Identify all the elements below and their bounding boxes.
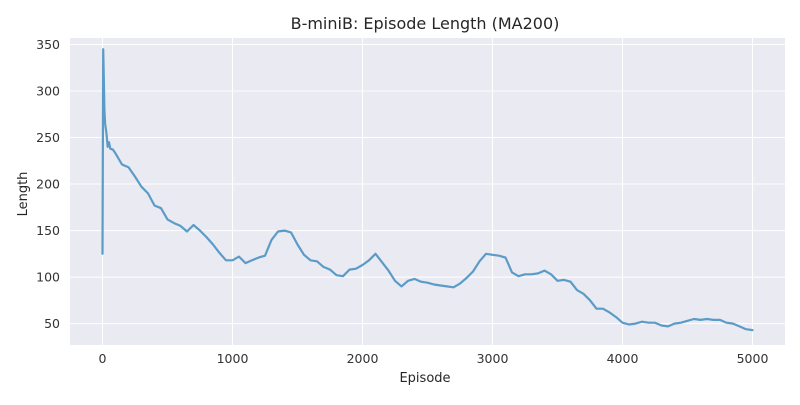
y-tick-label: 350 (36, 37, 60, 52)
x-tick-label: 2000 (347, 351, 379, 366)
y-tick-label: 300 (36, 84, 60, 99)
x-tick-label: 5000 (737, 351, 769, 366)
tick-labels: 0 1000 2000 3000 4000 5000 50 100 150 200 250 300 35… (36, 37, 768, 366)
x-tick-label: 3000 (477, 351, 509, 366)
y-tick-label: 150 (36, 223, 60, 238)
series-layer (101, 48, 754, 332)
x-tick-label: 0 (99, 351, 107, 366)
y-axis-label: Length (16, 172, 31, 217)
grid-lines (70, 38, 785, 345)
x-tick-label: 4000 (607, 351, 639, 366)
y-tick-label: 50 (44, 316, 60, 331)
plot-background (70, 38, 785, 345)
y-tick-label: 100 (36, 270, 60, 285)
chart-title: B-miniB: Episode Length (MA200) (291, 14, 560, 33)
y-tick-label: 200 (36, 177, 60, 192)
series-line (101, 48, 754, 332)
x-axis-label: Episode (399, 371, 450, 386)
x-tick-label: 1000 (217, 351, 249, 366)
y-tick-label: 250 (36, 130, 60, 145)
